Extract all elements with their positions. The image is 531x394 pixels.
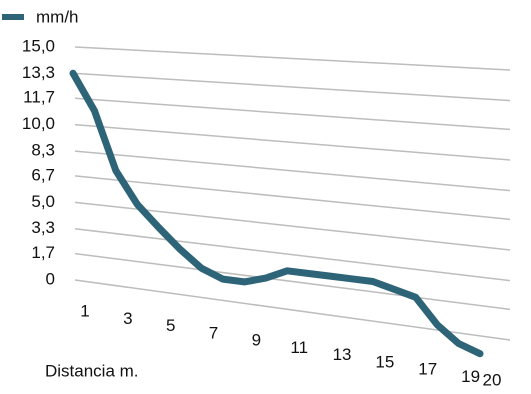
grid-line: [74, 227, 511, 282]
x-tick-label: 19: [461, 367, 480, 386]
x-tick-label: 5: [166, 316, 175, 335]
grid-line: [74, 252, 511, 311]
y-tick-label: 6,7: [31, 165, 55, 184]
y-tick-label: 5,0: [31, 192, 55, 211]
y-tick-label: 0: [46, 269, 55, 288]
x-tick-label: 7: [209, 323, 218, 342]
y-tick-label: 1,7: [31, 243, 55, 262]
x-tick-label: 9: [252, 331, 261, 350]
y-tick-label: 13,3: [22, 63, 55, 82]
grid-line: [74, 123, 511, 161]
y-tick-label: 15,0: [22, 36, 55, 55]
x-tick-label: 1: [80, 301, 89, 320]
x-tick-label: 20: [483, 371, 502, 390]
x-axis-label: Distancia m.: [45, 361, 139, 380]
y-tick-label: 3,3: [31, 218, 55, 237]
data-line: [69, 69, 484, 358]
legend-label: mm/h: [36, 7, 79, 26]
grid-line: [74, 46, 511, 71]
grid-line: [74, 150, 511, 192]
x-tick-label: 17: [418, 360, 437, 379]
grid-line: [74, 97, 511, 131]
x-tick-label: 15: [375, 352, 394, 371]
y-tick-label: 11,7: [23, 88, 55, 107]
grid-line: [74, 72, 511, 102]
grid-line: [74, 175, 511, 221]
x-tick-label: 13: [333, 345, 352, 364]
grid-line: [74, 279, 511, 341]
y-tick-label: 10,0: [22, 114, 55, 133]
x-tick-label: 11: [290, 338, 308, 357]
x-tick-label: 3: [123, 309, 132, 328]
y-tick-label: 8,3: [31, 141, 55, 160]
